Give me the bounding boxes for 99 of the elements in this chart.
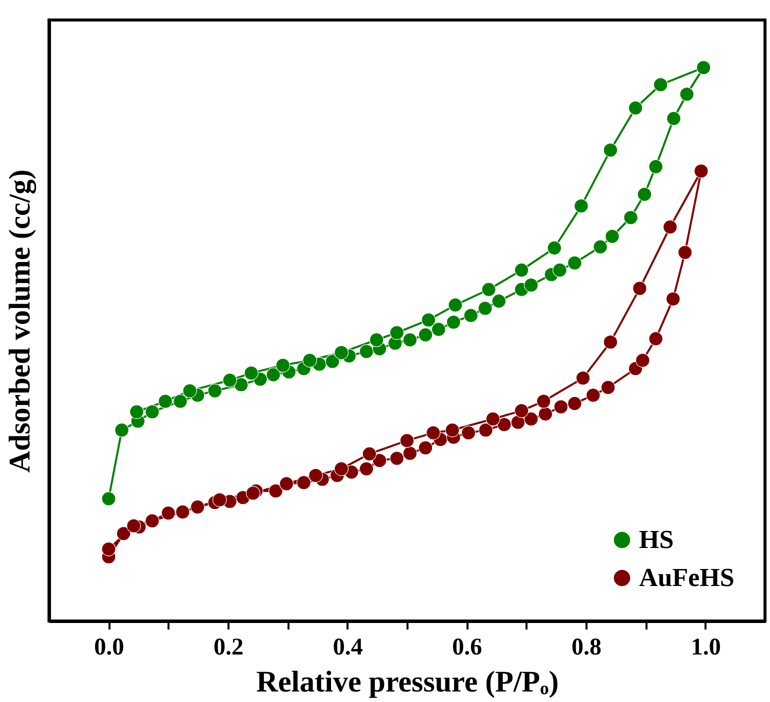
point bbox=[514, 262, 529, 278]
point bbox=[402, 332, 418, 348]
point bbox=[145, 404, 160, 419]
point bbox=[628, 100, 643, 116]
point bbox=[478, 422, 493, 438]
x-tick-label: 0.4 bbox=[332, 634, 363, 660]
point bbox=[359, 462, 374, 476]
point bbox=[514, 404, 529, 418]
point bbox=[400, 433, 414, 448]
point bbox=[567, 256, 582, 270]
point bbox=[637, 187, 652, 202]
point bbox=[334, 462, 349, 476]
point bbox=[296, 475, 311, 490]
point bbox=[145, 514, 160, 528]
point bbox=[101, 542, 116, 556]
point bbox=[464, 308, 478, 323]
point bbox=[114, 422, 129, 438]
point bbox=[190, 500, 205, 514]
point bbox=[362, 446, 377, 462]
point bbox=[266, 368, 281, 382]
point bbox=[446, 314, 461, 330]
point bbox=[603, 142, 618, 158]
point bbox=[126, 518, 141, 533]
point bbox=[390, 325, 404, 340]
point bbox=[680, 86, 694, 102]
point bbox=[567, 396, 582, 411]
point bbox=[461, 426, 476, 440]
point bbox=[574, 198, 588, 214]
legend-label: HS bbox=[639, 525, 674, 554]
point bbox=[478, 301, 492, 316]
point bbox=[359, 344, 374, 359]
point bbox=[101, 492, 116, 506]
point bbox=[222, 373, 237, 388]
point bbox=[492, 294, 506, 308]
point bbox=[600, 380, 616, 395]
point bbox=[208, 384, 222, 398]
point bbox=[244, 366, 258, 380]
point bbox=[325, 354, 340, 369]
point bbox=[334, 345, 349, 360]
point bbox=[538, 406, 553, 422]
point bbox=[161, 506, 176, 520]
legend-label: AuFeHS bbox=[639, 563, 734, 592]
point bbox=[510, 415, 526, 430]
point bbox=[524, 412, 538, 426]
point bbox=[603, 334, 618, 350]
point bbox=[662, 220, 678, 234]
point bbox=[576, 370, 590, 386]
x-tick-label: 0.6 bbox=[452, 634, 482, 660]
point bbox=[635, 353, 650, 368]
point bbox=[482, 282, 496, 297]
x-tick-label: 0.0 bbox=[94, 634, 124, 660]
x-tick-label: 0.8 bbox=[572, 634, 602, 660]
point bbox=[666, 292, 680, 306]
point bbox=[666, 111, 681, 126]
point bbox=[678, 245, 692, 260]
point bbox=[130, 404, 144, 419]
point bbox=[536, 394, 551, 408]
point bbox=[593, 240, 608, 254]
point bbox=[268, 484, 283, 498]
point bbox=[552, 262, 567, 278]
point bbox=[696, 60, 711, 75]
point bbox=[402, 446, 418, 460]
point bbox=[426, 426, 440, 440]
y-axis-title: Adsorbed volume (cc/g) bbox=[4, 169, 36, 473]
point bbox=[431, 322, 446, 337]
point bbox=[182, 384, 198, 398]
point bbox=[418, 440, 433, 455]
point bbox=[246, 486, 260, 500]
point bbox=[648, 332, 663, 346]
point bbox=[586, 388, 600, 402]
point bbox=[448, 298, 463, 312]
point bbox=[308, 468, 323, 483]
point bbox=[390, 451, 404, 466]
point bbox=[418, 328, 433, 342]
point bbox=[421, 312, 436, 328]
point bbox=[497, 417, 512, 432]
point bbox=[212, 492, 227, 507]
point bbox=[648, 159, 663, 174]
point bbox=[369, 332, 384, 348]
x-tick-label: 0.2 bbox=[214, 634, 244, 660]
x-tick-label: 1.0 bbox=[690, 634, 721, 660]
point bbox=[653, 78, 668, 92]
point bbox=[632, 281, 647, 296]
point bbox=[445, 422, 460, 438]
point bbox=[694, 164, 708, 178]
point bbox=[605, 229, 620, 244]
x-axis-title: Relative pressure (P/Pₒ) bbox=[256, 666, 559, 698]
point bbox=[234, 378, 248, 392]
point bbox=[302, 353, 317, 368]
point bbox=[276, 358, 290, 373]
point bbox=[547, 240, 562, 256]
point bbox=[173, 394, 188, 408]
point bbox=[486, 412, 500, 426]
point bbox=[554, 400, 568, 414]
point bbox=[624, 210, 638, 225]
point bbox=[158, 394, 173, 408]
point bbox=[116, 526, 131, 541]
point bbox=[372, 453, 387, 468]
point bbox=[524, 278, 538, 292]
